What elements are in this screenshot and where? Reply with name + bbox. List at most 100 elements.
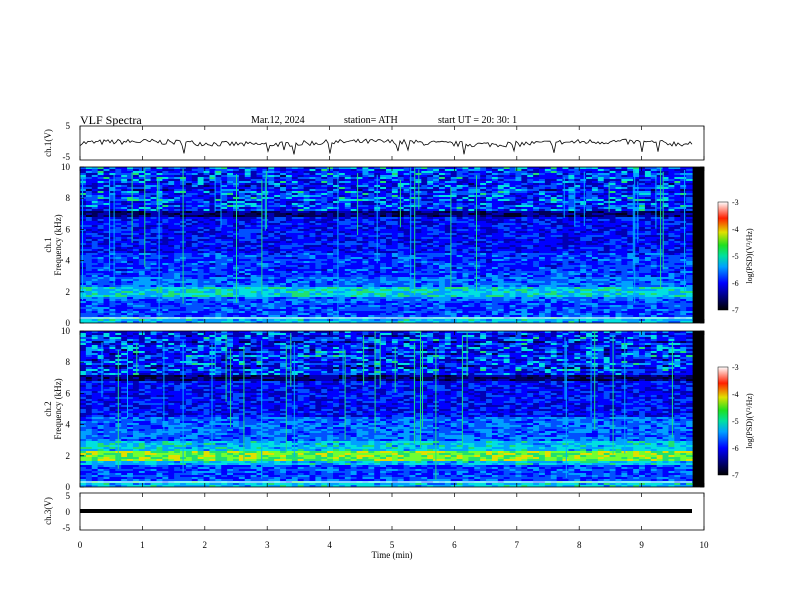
- spectrogram-cell: [315, 185, 322, 188]
- spectrogram-cell: [650, 187, 658, 190]
- spectrogram-cell: [268, 231, 275, 234]
- spectrogram-cell: [256, 227, 264, 230]
- spectrogram-cell: [468, 209, 475, 212]
- spectrogram-cell: [450, 233, 458, 236]
- spectrogram-cell: [291, 195, 299, 198]
- spectrogram-cell: [480, 215, 487, 218]
- spectrogram-cell: [444, 171, 452, 174]
- spectrogram-cell: [586, 189, 593, 192]
- spectrogram-cell: [656, 205, 664, 208]
- spectrogram-cell: [238, 209, 246, 212]
- spectrogram-cell: [191, 261, 199, 264]
- spectrogram-cell: [168, 251, 175, 254]
- spectrogram-cell: [580, 233, 587, 236]
- spectrogram-cell: [221, 247, 228, 250]
- spectrogram-cell: [344, 197, 352, 200]
- spectrogram-cell: [274, 235, 281, 238]
- spectrogram-cell: [550, 259, 558, 262]
- spectrogram-cell: [403, 197, 411, 200]
- spectrogram-cell: [521, 191, 528, 194]
- spectrogram-cell: [191, 227, 199, 230]
- spectrogram-cell: [615, 223, 622, 226]
- spectrogram-cell: [521, 261, 528, 264]
- spectrogram-cell: [503, 171, 511, 174]
- spectrogram-cell: [527, 167, 534, 170]
- spectrogram-cell: [397, 243, 405, 246]
- spectrogram-cell: [415, 209, 422, 212]
- spectrogram-cell: [350, 225, 358, 228]
- spectrogram-cell: [550, 255, 558, 258]
- spectrogram-cell: [556, 247, 564, 250]
- spectrogram-cell: [333, 213, 340, 216]
- spectrogram-cell: [444, 199, 452, 202]
- spectrogram-cell: [344, 205, 352, 208]
- spectrogram-cell: [644, 235, 652, 238]
- spectrogram-cell: [344, 231, 352, 234]
- spectrogram-cell: [221, 169, 228, 172]
- spectrogram-cell: [656, 215, 664, 218]
- spectrogram-cell: [191, 169, 199, 172]
- spectrogram-cell: [680, 195, 687, 198]
- spectrogram-cell: [309, 231, 316, 234]
- spectrogram-cell: [97, 225, 105, 228]
- spectrogram-cell: [262, 171, 269, 174]
- spectrogram-cell: [333, 205, 340, 208]
- spectrogram-cell: [580, 185, 587, 188]
- spectrogram-cell: [633, 241, 640, 244]
- spectrogram-cell: [309, 193, 316, 196]
- spectrogram-cell: [127, 261, 134, 264]
- spectrogram-cell: [203, 233, 211, 236]
- spectrogram-cell: [615, 249, 622, 252]
- spectrogram-cell: [197, 237, 205, 240]
- spectrogram-cell: [386, 167, 393, 170]
- spectrogram-cell: [191, 197, 199, 200]
- spectrogram-cell: [591, 223, 599, 226]
- spectrogram-cell: [386, 249, 393, 252]
- spectrogram-cell: [268, 211, 275, 214]
- spectrogram-cell: [297, 213, 305, 216]
- spectrogram-cell: [386, 239, 393, 242]
- spectrogram-cell: [221, 191, 228, 194]
- spectrogram-cell: [291, 187, 299, 190]
- spectrogram-cell: [338, 251, 346, 254]
- spectrogram-cell: [244, 231, 252, 234]
- spectrogram-cell: [221, 221, 228, 224]
- spectrogram-cell: [150, 241, 158, 244]
- spectrogram-cell: [503, 169, 511, 172]
- spectrogram-cell: [480, 229, 487, 232]
- spectrogram-cell: [168, 201, 175, 204]
- spectrogram-cell: [686, 195, 693, 198]
- spectrogram-cell: [174, 189, 181, 192]
- spectrogram-cell: [539, 243, 546, 246]
- spectrogram-cell: [203, 223, 211, 226]
- spectrogram-cell: [380, 233, 387, 236]
- spectrogram-cell: [356, 255, 364, 258]
- spectrogram-cell: [650, 257, 658, 260]
- spectrogram-cell: [686, 169, 693, 172]
- spectrogram-cell: [568, 215, 575, 218]
- spectrogram-cell: [362, 257, 369, 260]
- spectrogram-cell: [333, 167, 340, 170]
- spectrogram-cell: [462, 251, 469, 254]
- spectrogram-cell: [162, 217, 169, 220]
- spectrogram-cell: [203, 239, 211, 242]
- spectrogram-cell: [462, 179, 469, 182]
- spectrogram-cell: [386, 199, 393, 202]
- spectrogram-cell: [680, 179, 687, 182]
- spectrogram-cell: [503, 261, 511, 264]
- spectrogram-cell: [138, 239, 146, 242]
- spectrogram-cell: [297, 249, 305, 252]
- spectrogram-cell: [215, 227, 222, 230]
- spectrogram-cell: [609, 225, 617, 228]
- spectrogram-cell: [162, 169, 169, 172]
- spectrogram-cell: [380, 253, 387, 256]
- spectrogram-cell: [91, 187, 99, 190]
- spectrogram-cell: [580, 177, 587, 180]
- spectrogram-cell: [91, 257, 99, 260]
- spectrogram-cell: [656, 259, 664, 262]
- spectrogram-cell: [403, 179, 411, 182]
- spectrogram-cell: [168, 245, 175, 248]
- spectrogram-cell: [238, 191, 246, 194]
- spectrogram-cell: [386, 203, 393, 206]
- spectrogram-cell: [586, 247, 593, 250]
